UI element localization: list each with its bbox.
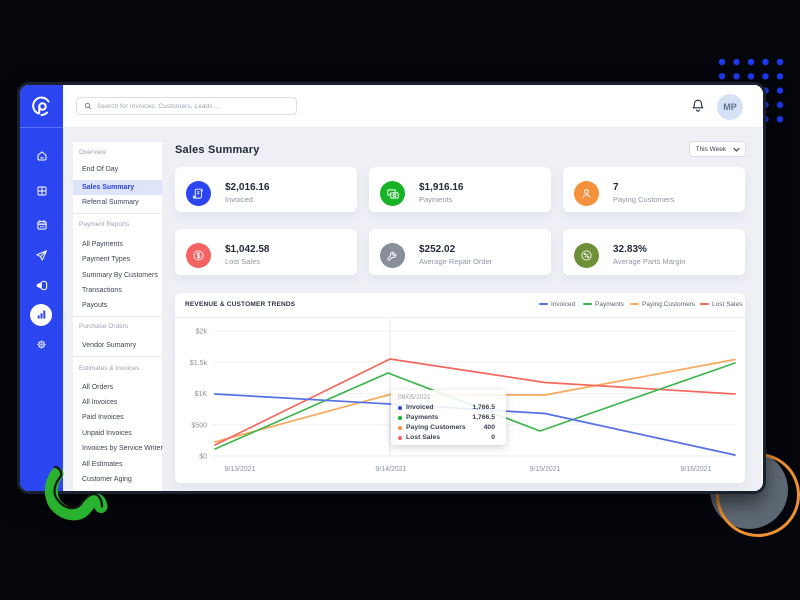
svg-text:$1K: $1K [195,391,208,398]
svg-text:9/14/2021: 9/14/2021 [375,466,406,473]
svg-text:9/13/2021: 9/13/2021 [224,466,255,473]
svg-text:$2k: $2k [196,329,208,336]
svg-text:$0: $0 [199,454,207,461]
svg-text:$500: $500 [191,422,207,429]
svg-text:9/16/2021: 9/16/2021 [680,466,711,473]
svg-text:$1.5k: $1.5k [190,360,208,367]
svg-text:9/15/2021: 9/15/2021 [529,466,560,473]
